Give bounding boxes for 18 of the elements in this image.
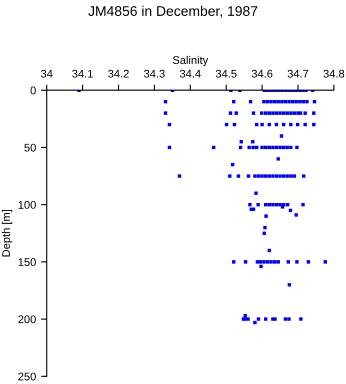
x-tick-label: 34 (40, 70, 53, 78)
y-tick-label: 200 (18, 315, 36, 324)
x-tick-label: 34.2 (108, 70, 129, 78)
x-tick-label: 34.1 (72, 70, 93, 78)
y-tick-label: 50 (24, 144, 36, 152)
x-tick-label: 34.7 (288, 70, 308, 78)
x-tick-label: 34.8 (324, 70, 344, 78)
x-tick-label: 34.5 (216, 70, 237, 78)
x-tick-label: 34.6 (252, 70, 272, 78)
chart-title: JM4856 in December, 1987 (88, 6, 258, 18)
x-tick-label: 34.4 (180, 70, 201, 78)
y-tick-label: 250 (18, 372, 36, 380)
x-tick-label: 34.3 (144, 70, 165, 78)
x-axis-title: Salinity (172, 56, 208, 66)
y-tick-label: 150 (18, 258, 36, 266)
y-tick-label: 100 (18, 200, 36, 209)
y-axis-title: Depth [m] (2, 210, 12, 256)
y-tick-label: 0 (30, 86, 36, 94)
